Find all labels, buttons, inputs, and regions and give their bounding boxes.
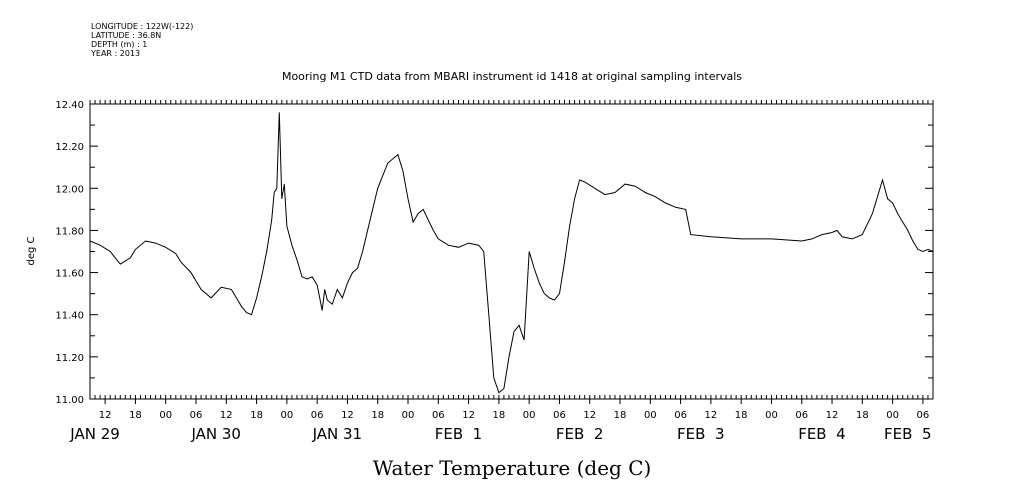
y-tick-label: 11.00: [55, 395, 84, 406]
x-day-label: FEB 5: [884, 425, 931, 443]
x-day-label: JAN 29: [69, 425, 120, 443]
x-axis-title: Water Temperature (deg C): [373, 456, 652, 480]
x-hour-label: 00: [159, 410, 172, 421]
latitude-text: LATITUDE : 36.8N: [91, 31, 162, 40]
x-hour-label: 00: [886, 410, 899, 421]
x-day-label: FEB 2: [556, 425, 603, 443]
x-hour-label: 12: [705, 410, 718, 421]
x-hour-label: 06: [553, 410, 566, 421]
chart-title: Mooring M1 CTD data from MBARI instrumen…: [282, 70, 742, 83]
x-day-label: JAN 30: [190, 425, 241, 443]
x-hour-label: 06: [190, 410, 203, 421]
x-hour-label: 00: [765, 410, 778, 421]
temperature-series-line: [89, 112, 934, 394]
x-hour-label: 06: [432, 410, 445, 421]
y-tick-label: 11.60: [55, 269, 84, 280]
x-hour-label: 18: [371, 410, 384, 421]
x-hour-label: 00: [402, 410, 415, 421]
x-day-label: FEB 1: [435, 425, 482, 443]
x-hour-label: 06: [917, 410, 930, 421]
x-hour-label: 06: [674, 410, 687, 421]
x-hour-label: 18: [614, 410, 627, 421]
y-tick-label: 12.00: [55, 184, 84, 195]
x-day-label: FEB 4: [798, 425, 845, 443]
x-hour-label: 18: [856, 410, 869, 421]
x-hour-label: 12: [341, 410, 354, 421]
y-tick-label: 11.40: [55, 311, 84, 322]
x-hour-label: 18: [129, 410, 142, 421]
x-day-label: FEB 3: [677, 425, 724, 443]
plot-frame: [89, 103, 934, 400]
x-hour-label: 06: [795, 410, 808, 421]
x-day-label: JAN 31: [312, 425, 363, 443]
x-hour-label: 12: [99, 410, 112, 421]
year-text: YEAR : 2013: [91, 49, 141, 58]
x-hour-label: 00: [644, 410, 657, 421]
depth-text: DEPTH (m) : 1: [91, 40, 148, 49]
x-hour-label: 18: [250, 410, 263, 421]
x-hour-label: 00: [281, 410, 294, 421]
y-tick-label: 12.20: [55, 142, 84, 153]
metadata-block: LONGITUDE : 122W(-122) LATITUDE : 36.8N …: [91, 22, 193, 58]
x-hour-label: 12: [220, 410, 233, 421]
y-axis-label: deg C: [26, 236, 37, 265]
x-hour-label: 00: [523, 410, 536, 421]
y-tick-label: 11.20: [55, 353, 84, 364]
y-tick-label: 11.80: [55, 226, 84, 237]
longitude-text: LONGITUDE : 122W(-122): [91, 22, 194, 31]
x-hour-label: 18: [735, 410, 748, 421]
x-hour-label: 06: [311, 410, 324, 421]
x-hour-label: 12: [583, 410, 596, 421]
x-hour-label: 18: [493, 410, 506, 421]
x-hour-label: 12: [826, 410, 839, 421]
y-tick-label: 12.40: [55, 100, 84, 111]
x-hour-label: 12: [462, 410, 475, 421]
